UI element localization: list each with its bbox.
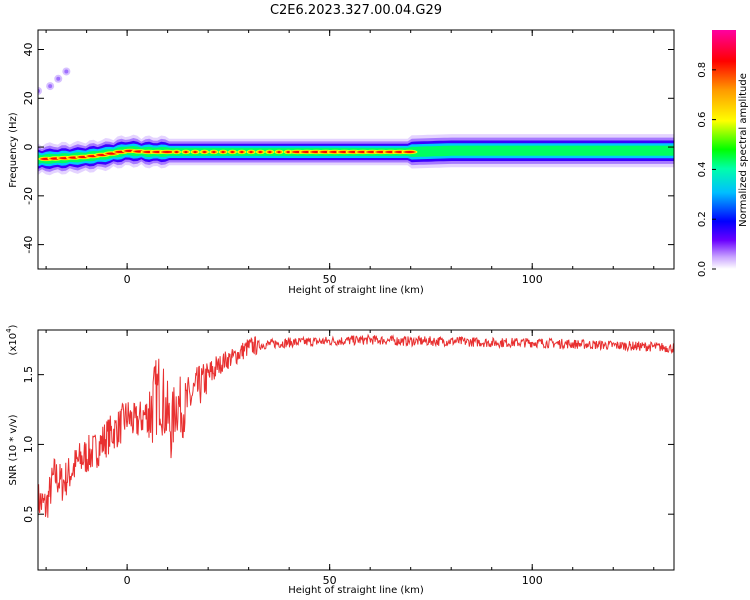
spectrogram-ylabel: Frequency (Hz) [8,112,19,188]
spectrogram-frame [37,29,675,270]
spectrogram-ytick-label: 0 [22,144,35,151]
colorbar: 0.0 0.2 0.4 0.6 0.8 Normalized spectral ampl… [697,30,749,277]
snr-ytick-label: 1.5 [22,366,35,384]
ridge-hotspot-peak [175,150,179,153]
snr-ytick-label: 0.5 [22,505,35,523]
spectrogram-xtick-label: 50 [323,273,337,286]
ridge-hotspot-peak [258,150,262,153]
colorbar-tick-label: 0.6 [697,112,708,128]
ridge-hotspot-peak [277,150,281,153]
snr-panel: 0 50 100 0.5 1.0 1.5 Height of straight line … [5,324,675,596]
snr-xtick-label: 0 [124,574,131,587]
snr-series-line [38,333,674,520]
spectrogram-xtick-label: 0 [124,273,131,286]
snr-xtick-label: 100 [522,574,543,587]
ridge-hotspot-peak [193,150,197,153]
spectrogram-panel: 0 50 100 40 20 0 -20 -40 Height of straight lin… [8,29,675,296]
spectrogram-ytick-label: -40 [22,236,35,254]
snr-ytick-label: 1.0 [22,436,35,454]
ridge-hotspot-peak [240,150,244,153]
ridge-hotspot-peak [268,150,272,153]
colorbar-label: Normalized spectral amplitude [738,73,749,227]
scatter-point-core [64,69,69,74]
scatter-points [38,67,71,95]
spectrogram-ytick-label: 40 [22,43,35,57]
snr-multiplier: (x104) [5,324,19,355]
scatter-point-core [48,84,53,89]
ridge-hotspot-peak [404,150,415,153]
colorbar-tick-label: 0.2 [697,211,708,227]
colorbar-tick-label: 0.8 [697,62,708,78]
spectrogram-xlabel: Height of straight line (km) [288,285,424,296]
spectrogram-ytick-label: 20 [22,91,35,105]
spectrogram-ticks: 0 50 100 40 20 0 -20 -40 [22,30,674,286]
ridge-hotspot-peak [286,150,290,153]
ridge-hotspot-peak [106,152,117,155]
snr-multiplier-close: ) [8,324,19,328]
snr-ylabel: SNR (10 * v/v) [8,414,19,485]
snr-ticks: 0 50 100 0.5 1.0 1.5 [22,330,674,587]
ridge-hotspot-peak [184,150,188,153]
snr-line [38,333,674,520]
snr-multiplier-base: (x10 [8,333,19,356]
snr-xlabel: Height of straight line (km) [288,585,424,596]
figure-title: C2E6.2023.327.00.04.G29 [270,3,442,18]
spectrogram-xtick-label: 100 [522,273,543,286]
ridge-hotspot-peak [230,150,234,153]
svg-text:(x104): (x104) [5,324,19,355]
spectrogram-ridge [38,134,674,176]
ridge-hotspot-peak [162,150,173,153]
colorbar-ticks: 0.0 0.2 0.4 0.6 0.8 [697,62,716,277]
scatter-point-core [56,76,61,81]
snr-multiplier-exp: 4 [5,328,13,333]
colorbar-tick-label: 0.4 [697,161,708,177]
snr-frame [37,329,675,571]
ridge-hotspot-peak [249,150,253,153]
colorbar-gradient [712,30,736,269]
snr-xtick-label: 50 [323,574,337,587]
ridge-hotspot-peak [202,150,206,153]
ridge-hotspot-peak [221,150,225,153]
ridge-hotspot-peak [212,150,216,153]
spectrogram-ytick-label: -20 [22,187,35,205]
colorbar-tick-label: 0.0 [697,261,708,277]
